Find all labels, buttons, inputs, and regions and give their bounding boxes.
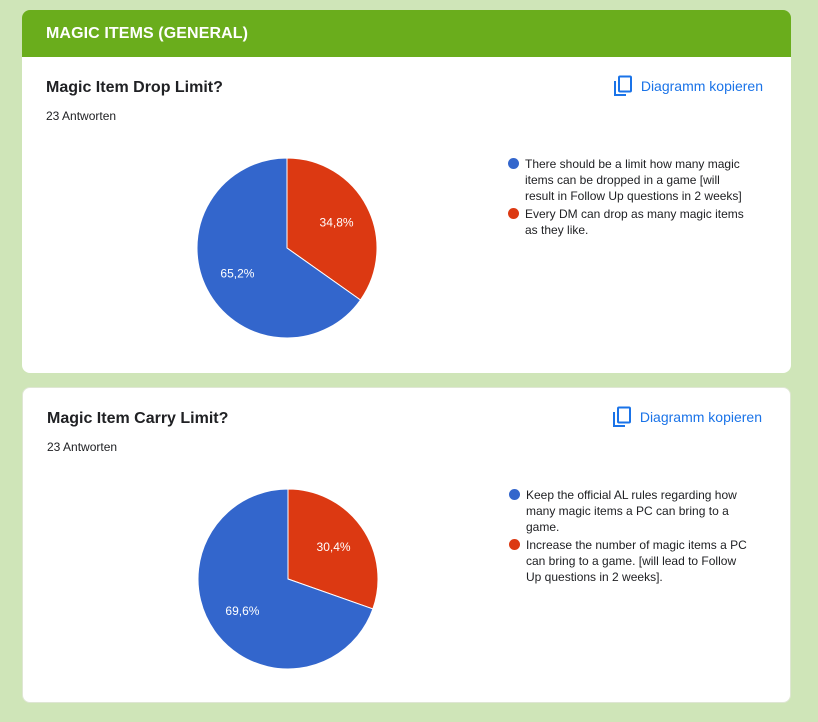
response-count: 23 Antworten bbox=[47, 440, 118, 454]
pie-slice-label: 65,2% bbox=[220, 267, 254, 281]
section-title: MAGIC ITEMS (GENERAL) bbox=[46, 24, 249, 42]
pie-slice-red bbox=[286, 157, 378, 301]
legend-label: Increase the number of magic items a PC … bbox=[526, 538, 747, 584]
pie-chart: 30,4% 69,6% bbox=[197, 488, 379, 670]
pie-slice-blue bbox=[197, 488, 374, 670]
copy-icon bbox=[613, 75, 632, 96]
legend-item[interactable]: There should be a limit how many magic i… bbox=[508, 156, 748, 204]
legend-swatch-blue bbox=[508, 158, 519, 169]
legend-label: There should be a limit how many magic i… bbox=[525, 157, 742, 203]
chart-legend: There should be a limit how many magic i… bbox=[508, 156, 748, 240]
legend-label: Every DM can drop as many magic items as… bbox=[525, 207, 744, 237]
pie-chart: 34,8% 65,2% bbox=[196, 157, 378, 339]
copy-chart-label: Diagramm kopieren bbox=[639, 409, 762, 425]
legend-label: Keep the official AL rules regarding how… bbox=[526, 488, 737, 534]
pie-slice-label: 30,4% bbox=[317, 540, 351, 554]
response-count: 23 Antworten bbox=[46, 109, 117, 123]
pie-slice-label: 69,6% bbox=[225, 604, 259, 618]
copy-chart-button[interactable]: Diagramm kopieren bbox=[613, 75, 763, 97]
question-title: Magic Item Carry Limit? bbox=[47, 410, 229, 427]
legend-item[interactable]: Keep the official AL rules regarding how… bbox=[509, 487, 749, 535]
copy-chart-label: Diagramm kopieren bbox=[640, 78, 763, 94]
chart-legend: Keep the official AL rules regarding how… bbox=[509, 487, 749, 587]
section-header: MAGIC ITEMS (GENERAL) bbox=[22, 10, 791, 57]
legend-item[interactable]: Every DM can drop as many magic items as… bbox=[508, 206, 748, 238]
chart-card-drop-limit: Magic Item Drop Limit? 23 Antworten Diag… bbox=[22, 57, 791, 373]
pie-slice-blue bbox=[196, 157, 362, 339]
legend-item[interactable]: Increase the number of magic items a PC … bbox=[509, 537, 749, 585]
copy-icon bbox=[612, 406, 631, 427]
pie-slice-red bbox=[287, 488, 379, 610]
copy-chart-button[interactable]: Diagramm kopieren bbox=[612, 406, 762, 428]
chart-card-carry-limit: Magic Item Carry Limit? 23 Antworten Dia… bbox=[22, 387, 791, 703]
legend-swatch-red bbox=[508, 208, 519, 219]
pie-slice-label: 34,8% bbox=[320, 215, 354, 229]
legend-swatch-red bbox=[509, 539, 520, 550]
question-title: Magic Item Drop Limit? bbox=[46, 79, 223, 96]
legend-swatch-blue bbox=[509, 489, 520, 500]
